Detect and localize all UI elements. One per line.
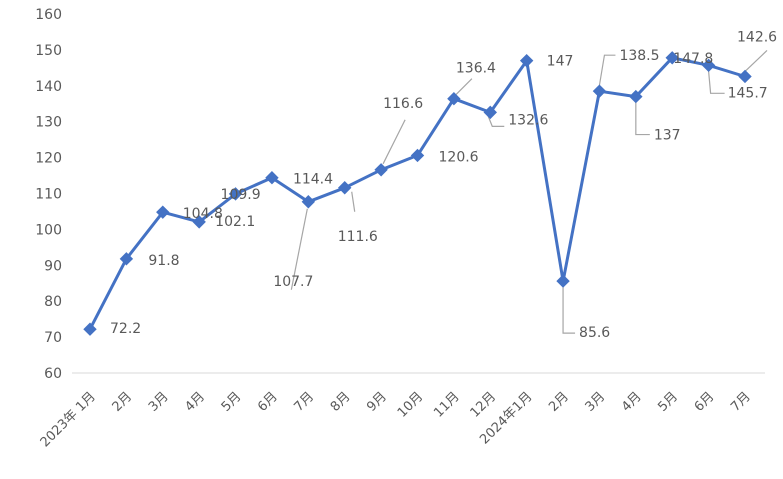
x-tick-label: 4月	[182, 389, 208, 415]
data-point-marker	[665, 51, 679, 65]
data-point-marker	[301, 195, 316, 209]
data-label-leader	[351, 191, 356, 212]
data-point-marker	[701, 58, 716, 73]
data-point-marker	[629, 89, 643, 104]
data-label: 147.8	[673, 51, 713, 67]
data-label-leader	[290, 208, 308, 290]
y-tick-label: 100	[35, 222, 62, 238]
x-tick-label: 5月	[219, 389, 245, 415]
data-point-marker	[338, 181, 352, 195]
series-markers	[83, 51, 752, 336]
y-tick-label: 90	[44, 258, 62, 274]
x-tick-label: 4月	[619, 389, 645, 415]
data-point-marker	[447, 92, 461, 106]
y-axis-ticks: 60 70 80 90 100 110 120 130 140 150 160	[35, 7, 62, 382]
data-point-marker	[374, 163, 388, 177]
data-point-marker	[265, 170, 279, 185]
y-tick-label: 140	[35, 79, 62, 95]
x-tick-label: 5月	[655, 389, 681, 415]
x-tick-label: 2023年 1月	[38, 389, 99, 450]
data-label: 138.5	[619, 48, 659, 64]
y-tick-label: 160	[35, 7, 62, 23]
data-point-marker	[519, 53, 534, 68]
data-label: 147	[547, 54, 574, 70]
data-label: 132.6	[508, 112, 548, 128]
data-label: 91.8	[148, 253, 179, 269]
data-point-marker	[592, 84, 607, 98]
x-tick-label: 3月	[146, 389, 172, 415]
data-label: 72.2	[110, 321, 141, 337]
data-label-leader-lines	[290, 50, 768, 334]
x-tick-label: 3月	[583, 389, 609, 415]
x-tick-label: 2月	[110, 389, 136, 415]
data-label: 116.6	[383, 96, 423, 112]
data-point-marker	[156, 205, 170, 219]
x-tick-label: 10月	[395, 389, 426, 420]
data-point-marker	[556, 274, 570, 288]
data-label-leader	[708, 71, 725, 94]
data-label: 102.1	[215, 214, 255, 230]
data-label: 114.4	[293, 172, 333, 188]
y-tick-label: 120	[35, 151, 62, 167]
y-tick-label: 60	[44, 366, 62, 382]
y-tick-label: 150	[35, 43, 62, 59]
y-tick-label: 80	[44, 294, 62, 310]
y-tick-label: 110	[35, 187, 62, 203]
data-label-leader	[455, 78, 473, 96]
x-tick-label: 7月	[292, 389, 318, 415]
x-tick-label: 6月	[692, 389, 718, 415]
data-point-marker	[119, 252, 134, 266]
data-point-marker	[192, 215, 206, 229]
data-label: 107.7	[273, 274, 313, 290]
data-label: 109.9	[221, 187, 261, 203]
x-tick-label: 9月	[364, 389, 390, 415]
data-point-marker	[228, 187, 243, 201]
y-tick-label: 70	[44, 330, 62, 346]
x-tick-label: 11月	[431, 389, 462, 420]
data-label-leader	[635, 102, 650, 136]
y-tick-label: 130	[35, 115, 62, 131]
data-point-marker	[410, 148, 425, 163]
data-label-leader	[382, 119, 406, 165]
data-label: 136.4	[456, 61, 496, 77]
x-tick-label: 6月	[255, 389, 281, 415]
data-label: 137	[654, 128, 681, 144]
data-label-leader	[562, 287, 576, 334]
x-tick-label: 12月	[468, 389, 499, 420]
data-point-marker	[738, 69, 752, 84]
x-tick-label: 8月	[328, 389, 354, 415]
data-label: 111.6	[338, 229, 378, 245]
data-label: 142.6	[737, 29, 777, 45]
data-label: 85.6	[579, 325, 610, 341]
data-label: 120.6	[439, 149, 479, 165]
data-label-leader	[598, 54, 616, 86]
data-label: 104.8	[183, 206, 223, 222]
data-label-leader	[487, 116, 505, 127]
x-tick-label: 2月	[546, 389, 572, 415]
x-tick-label: 7月	[728, 389, 754, 415]
data-point-marker	[83, 322, 97, 336]
x-axis-ticks: 2023年 1月 2月 3月 4月 5月 6月 7月 8月 9月 10月 11月 12月2024年1月…	[38, 389, 754, 450]
data-point-marker	[483, 105, 497, 120]
data-label-leader	[744, 50, 768, 72]
data-label: 145.7	[728, 85, 768, 101]
